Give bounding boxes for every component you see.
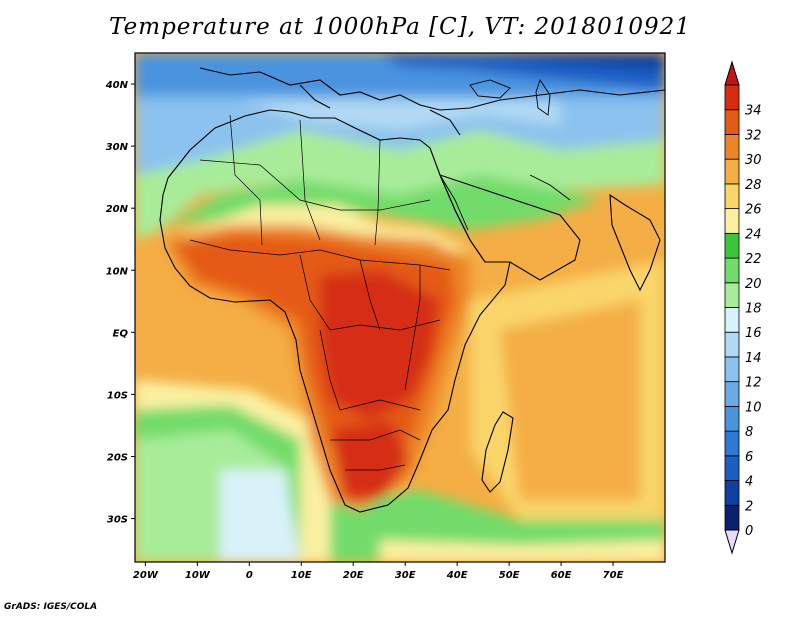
lat-tick-label: 20S bbox=[107, 452, 128, 463]
colorbar-swatch bbox=[724, 405, 740, 432]
colorbar-swatch bbox=[724, 381, 740, 407]
colorbar-tick-label: 34 bbox=[745, 104, 762, 119]
lon-tick-label: 30E bbox=[395, 570, 416, 581]
lat-tick-label: 40N bbox=[105, 80, 129, 91]
lon-tick-label: 40E bbox=[446, 570, 468, 581]
lon-tick-label: 20W bbox=[133, 570, 159, 581]
colorbar-swatch bbox=[724, 282, 740, 308]
colorbar-swatch bbox=[724, 480, 740, 506]
colorbar-swatch bbox=[724, 232, 740, 259]
credit-label: GrADS: IGES/COLA bbox=[4, 602, 98, 612]
colorbar-tick-label: 18 bbox=[745, 302, 762, 317]
lon-tick-label: 20E bbox=[343, 570, 364, 581]
map-frame bbox=[134, 52, 666, 563]
temperature-field bbox=[135, 53, 665, 562]
map-axes: 40N 30N 20N 10N EQ 10S 20S 30S 20W 10W 0 10E 20E 30E 4… bbox=[105, 80, 624, 581]
colorbar-tick-label: 24 bbox=[745, 227, 762, 242]
colorbar-swatch bbox=[724, 134, 740, 160]
colorbar-swatch bbox=[724, 208, 740, 234]
lat-tick-label: 30S bbox=[107, 515, 128, 526]
colorbar-tick-label: 26 bbox=[745, 203, 762, 218]
colorbar-tick-label: 12 bbox=[745, 376, 762, 391]
lon-tick-label: 10E bbox=[291, 570, 312, 581]
colorbar-tick-label: 4 bbox=[745, 475, 753, 490]
lon-tick-label: 10W bbox=[185, 570, 211, 581]
map-title: Temperature at 1000hPa [C], VT: 20180109… bbox=[109, 14, 691, 40]
colorbar-tick-label: 8 bbox=[745, 425, 753, 440]
colorbar-tick-label: 28 bbox=[745, 178, 762, 193]
colorbar-swatch bbox=[724, 356, 740, 383]
colorbar-swatch bbox=[724, 257, 740, 284]
lon-tick-label: 60E bbox=[551, 570, 572, 581]
lat-tick-label: 10N bbox=[106, 266, 129, 277]
colorbar-tick-label: 0 bbox=[745, 524, 753, 539]
colorbar-swatch bbox=[724, 430, 740, 457]
colorbar-tick-label: 2 bbox=[745, 499, 753, 514]
lon-tick-label: 50E bbox=[499, 570, 520, 581]
colorbar-swatch bbox=[724, 183, 740, 210]
colorbar-swatch bbox=[724, 109, 740, 135]
colorbar-tick-label: 14 bbox=[745, 351, 762, 366]
colorbar-swatch bbox=[724, 307, 740, 333]
country-borders bbox=[189, 114, 451, 471]
colorbar-tick-label: 20 bbox=[745, 277, 762, 292]
lat-tick-label: EQ bbox=[113, 328, 129, 339]
colorbar-tick-label: 16 bbox=[745, 326, 762, 341]
colorbar-tick-label: 22 bbox=[745, 252, 762, 267]
lon-tick-label: 0 bbox=[246, 570, 253, 581]
colorbar-swatch bbox=[724, 84, 740, 111]
colorbar-over-arrow bbox=[724, 60, 740, 86]
colorbar-swatch bbox=[724, 504, 740, 531]
colorbar-swatch bbox=[724, 455, 740, 481]
colorbar-tick-label: 32 bbox=[745, 128, 762, 143]
colorbar-tick-label: 10 bbox=[745, 400, 762, 415]
colorbar-under-arrow bbox=[724, 529, 740, 555]
colorbar-tick-label: 6 bbox=[745, 450, 753, 465]
colorbar-swatch bbox=[724, 158, 740, 185]
lat-tick-label: 20N bbox=[106, 204, 129, 215]
lat-tick-label: 10S bbox=[107, 390, 128, 401]
coastlines bbox=[159, 67, 665, 513]
colorbar-swatch bbox=[724, 331, 740, 358]
colorbar-tick-label: 30 bbox=[745, 153, 762, 168]
lon-tick-label: 70E bbox=[603, 570, 624, 581]
lat-tick-label: 30N bbox=[106, 142, 129, 153]
